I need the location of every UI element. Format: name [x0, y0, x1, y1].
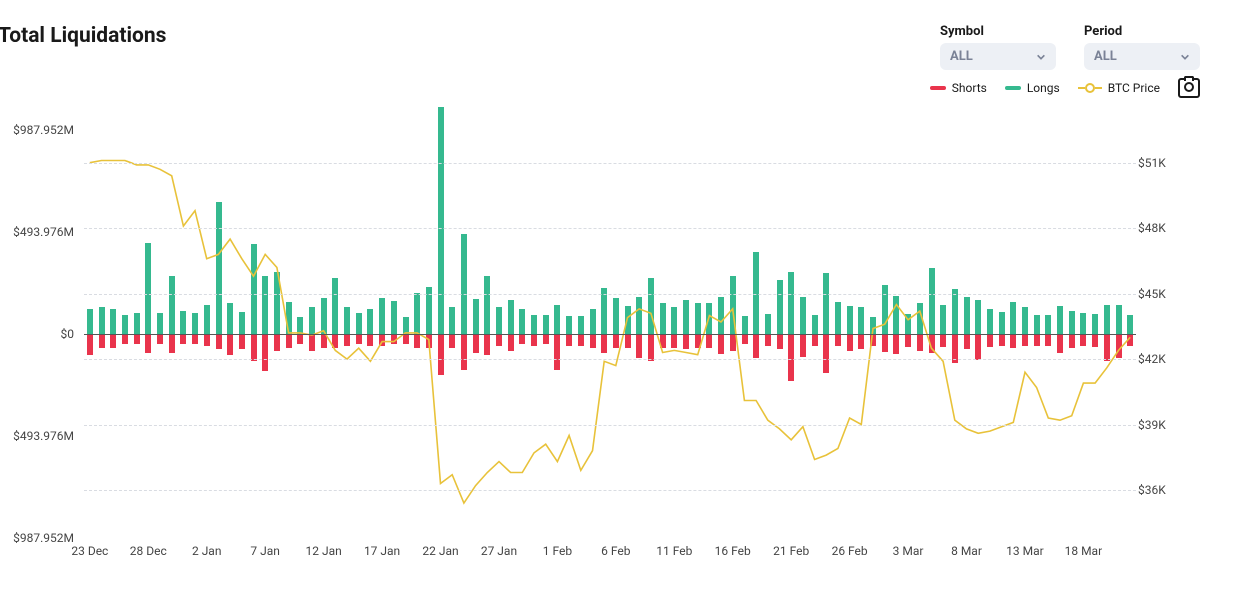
y-left-tick: $493.976M	[13, 225, 74, 239]
x-tick: 1 Feb	[543, 544, 572, 558]
shorts-swatch	[930, 86, 946, 90]
y-right-tick: $51K	[1138, 156, 1166, 170]
y-axis-right: $51K $48K $45K $42K $39K $36K	[1138, 130, 1218, 538]
x-tick: 27 Jan	[481, 544, 517, 558]
x-axis: 23 Dec28 Dec2 Jan7 Jan12 Jan17 Jan22 Jan…	[84, 544, 1136, 568]
legend-shorts: Shorts	[930, 81, 987, 95]
x-tick: 13 Mar	[1006, 544, 1044, 558]
period-dropdown[interactable]: ALL	[1084, 43, 1200, 70]
x-tick: 16 Feb	[715, 544, 751, 558]
x-tick: 3 Mar	[893, 544, 924, 558]
y-left-tick: $0	[61, 327, 75, 341]
price-swatch	[1078, 83, 1102, 93]
symbol-value: ALL	[950, 49, 973, 64]
y-right-tick: $36K	[1138, 483, 1166, 497]
period-value: ALL	[1094, 49, 1117, 64]
legend-longs: Longs	[1005, 81, 1060, 95]
x-tick: 8 Mar	[951, 544, 982, 558]
legend-longs-label: Longs	[1027, 81, 1060, 95]
chart-controls: Symbol ALL Period ALL	[940, 24, 1200, 70]
y-right-tick: $48K	[1138, 221, 1166, 235]
legend-price: BTC Price	[1078, 81, 1160, 95]
symbol-dropdown[interactable]: ALL	[940, 43, 1056, 70]
y-right-tick: $39K	[1138, 418, 1166, 432]
longs-swatch	[1005, 86, 1021, 90]
x-tick: 26 Feb	[832, 544, 868, 558]
chart-plot-area	[84, 130, 1136, 538]
x-tick: 21 Feb	[773, 544, 809, 558]
chevron-down-icon	[1180, 52, 1190, 62]
symbol-label: Symbol	[940, 24, 1056, 39]
x-tick: 11 Feb	[656, 544, 692, 558]
y-right-tick: $45K	[1138, 287, 1166, 301]
x-tick: 6 Feb	[601, 544, 630, 558]
page-title: Total Liquidations	[0, 24, 166, 48]
legend-price-label: BTC Price	[1108, 81, 1160, 95]
y-right-tick: $42K	[1138, 352, 1166, 366]
legend-shorts-label: Shorts	[952, 81, 987, 95]
x-tick: 17 Jan	[364, 544, 400, 558]
y-axis-left: $987.952M$493.976M$0$493.976M$987.952M	[4, 130, 82, 538]
x-tick: 7 Jan	[250, 544, 280, 558]
period-label: Period	[1084, 24, 1200, 39]
chevron-down-icon	[1036, 52, 1046, 62]
y-left-tick: $493.976M	[13, 429, 74, 443]
x-tick: 28 Dec	[130, 544, 167, 558]
x-tick: 18 Mar	[1065, 544, 1103, 558]
x-tick: 22 Jan	[422, 544, 458, 558]
x-tick: 2 Jan	[192, 544, 222, 558]
x-tick: 12 Jan	[305, 544, 341, 558]
y-left-tick: $987.952M	[13, 123, 74, 137]
legend: Shorts Longs BTC Price	[0, 70, 1218, 98]
y-left-tick: $987.952M	[13, 531, 74, 545]
x-tick: 23 Dec	[71, 544, 108, 558]
screenshot-icon[interactable]	[1178, 78, 1200, 98]
